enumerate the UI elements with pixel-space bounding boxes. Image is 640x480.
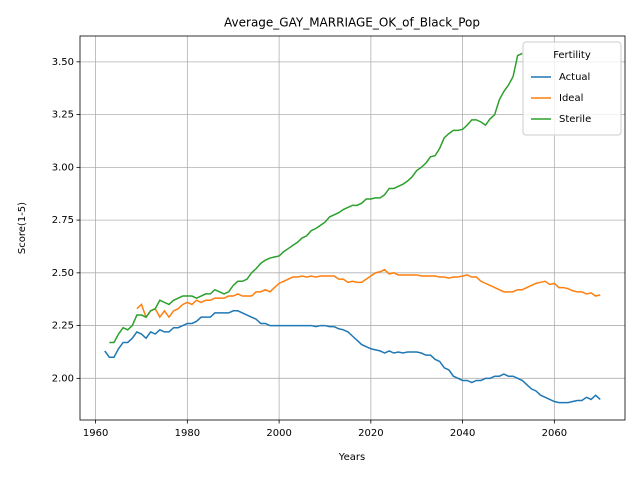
y-tick-label: 3.00 <box>52 162 74 173</box>
y-tick-label: 2.50 <box>52 268 74 279</box>
y-tick-label: 2.00 <box>52 373 74 384</box>
plot-frame <box>79 35 626 421</box>
line-series <box>104 310 601 404</box>
y-tick-label: 2.75 <box>52 215 74 226</box>
x-tick-label: 2020 <box>358 428 383 439</box>
x-tick-label: 2000 <box>266 428 291 439</box>
x-axis-label: Years <box>338 452 365 463</box>
legend-box <box>522 41 622 136</box>
y-tick-label: 3.50 <box>52 57 74 68</box>
chart-title: Average_GAY_MARRIAGE_OK_of_Black_Pop <box>224 16 480 30</box>
y-tick-label: 3.25 <box>52 110 74 121</box>
line-series <box>109 52 523 344</box>
line-series <box>136 268 601 319</box>
x-tick-label: 2060 <box>542 428 567 439</box>
legend-label: Sterile <box>559 114 591 125</box>
y-axis-label: Score(1-5) <box>17 202 28 254</box>
legend-label: Actual <box>559 72 590 83</box>
x-tick-label: 1960 <box>83 428 108 439</box>
y-tick-label: 2.25 <box>52 321 74 332</box>
x-tick-label: 2040 <box>450 428 475 439</box>
x-tick-label: 1980 <box>175 428 200 439</box>
legend-title: Fertility <box>553 50 591 61</box>
legend-label: Ideal <box>559 93 583 104</box>
